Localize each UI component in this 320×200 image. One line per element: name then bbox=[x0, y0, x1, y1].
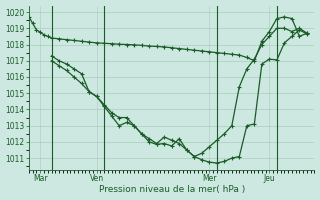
X-axis label: Pression niveau de la mer( hPa ): Pression niveau de la mer( hPa ) bbox=[99, 185, 245, 194]
